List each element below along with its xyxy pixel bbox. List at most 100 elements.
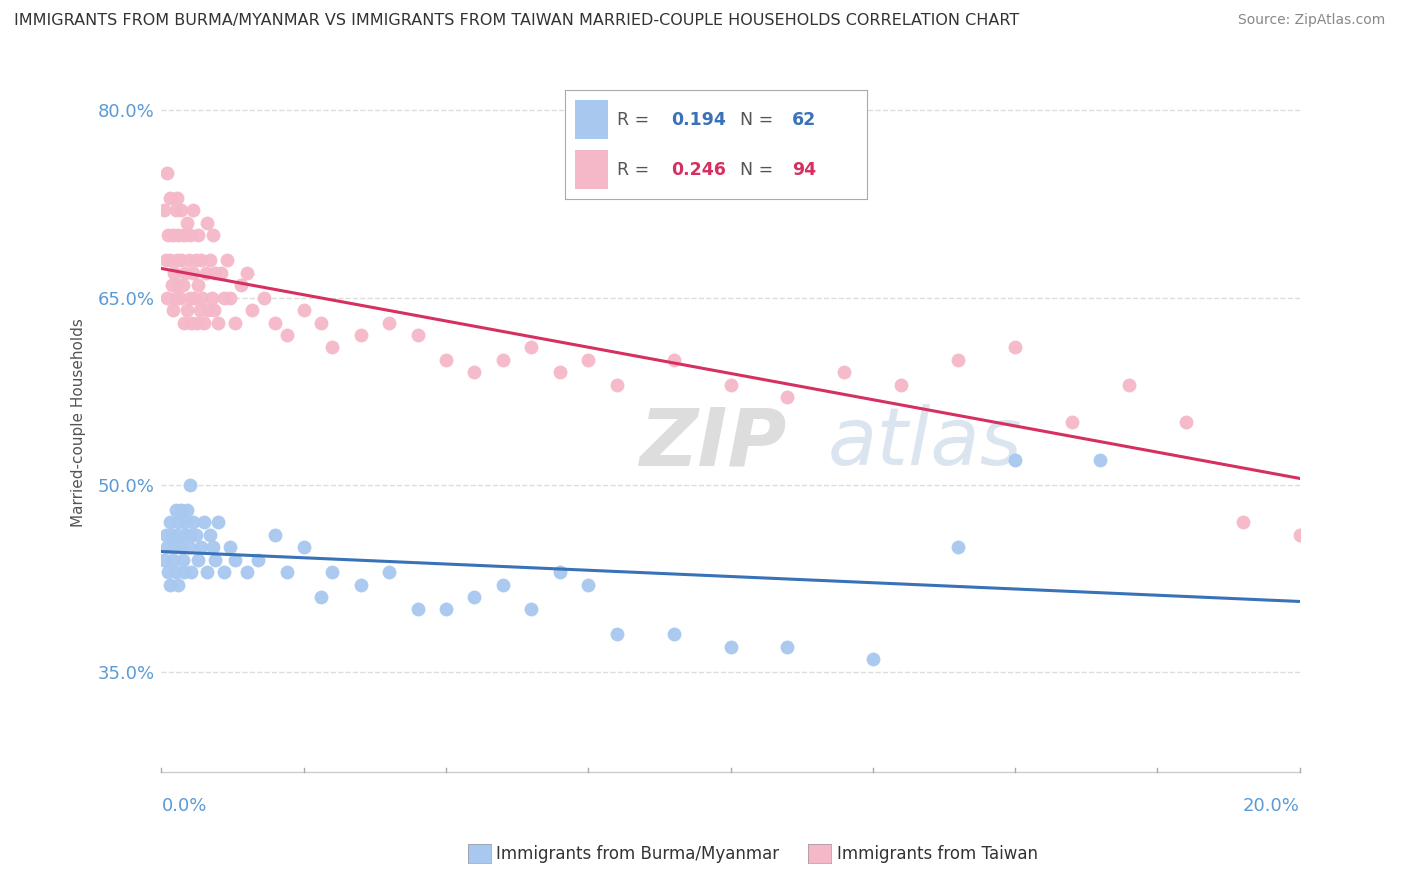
Point <box>520 341 543 355</box>
Point <box>191 291 214 305</box>
Point <box>170 502 193 516</box>
Point <box>167 228 190 243</box>
Point <box>204 552 226 566</box>
Point <box>155 527 177 541</box>
Point <box>170 203 193 218</box>
Point <box>165 565 187 579</box>
Point <box>157 565 180 579</box>
Point <box>172 552 194 566</box>
Point <box>165 291 187 305</box>
Point <box>162 303 184 318</box>
Point <box>209 266 232 280</box>
Point <box>157 228 180 243</box>
Point <box>162 228 184 243</box>
Point <box>378 316 401 330</box>
Point <box>406 328 429 343</box>
Text: ZIP: ZIP <box>640 404 787 483</box>
Point <box>188 303 211 318</box>
Point <box>463 590 485 604</box>
Point <box>160 527 183 541</box>
Point <box>184 253 207 268</box>
Point <box>170 253 193 268</box>
Point <box>181 515 204 529</box>
Point <box>406 602 429 616</box>
Point <box>1060 415 1083 429</box>
Point <box>174 515 197 529</box>
Point <box>200 291 222 305</box>
Point <box>662 627 685 641</box>
Point <box>264 527 287 541</box>
Point <box>167 278 190 293</box>
Point <box>174 266 197 280</box>
Point <box>720 640 742 654</box>
Point <box>720 377 742 392</box>
Point <box>197 303 219 318</box>
Point <box>165 502 187 516</box>
Point <box>309 590 332 604</box>
Point <box>207 515 229 529</box>
Point <box>176 502 198 516</box>
Point <box>276 328 298 343</box>
Point <box>179 477 201 491</box>
Point <box>463 366 485 380</box>
Point <box>1004 341 1026 355</box>
Point <box>177 253 200 268</box>
Point <box>1090 452 1112 467</box>
Point <box>247 552 270 566</box>
Point <box>183 291 205 305</box>
Point <box>321 565 343 579</box>
Point <box>224 316 246 330</box>
Point <box>520 602 543 616</box>
Point <box>1118 377 1140 392</box>
Point <box>276 565 298 579</box>
Point <box>190 540 212 554</box>
Point <box>173 316 195 330</box>
Point <box>349 577 371 591</box>
Point <box>349 328 371 343</box>
Point <box>1004 452 1026 467</box>
Point <box>207 316 229 330</box>
Point <box>193 316 215 330</box>
Point <box>548 366 571 380</box>
Point <box>492 577 515 591</box>
Point <box>163 266 186 280</box>
Point <box>890 377 912 392</box>
Point <box>776 640 799 654</box>
Point <box>176 216 198 230</box>
Point <box>202 303 225 318</box>
Point <box>179 527 201 541</box>
Point <box>198 253 221 268</box>
Point <box>187 278 209 293</box>
Point <box>179 291 201 305</box>
Point <box>834 366 856 380</box>
Point <box>160 278 183 293</box>
Point <box>159 253 181 268</box>
Point <box>159 515 181 529</box>
Point <box>176 303 198 318</box>
Point <box>195 565 218 579</box>
Point <box>156 540 179 554</box>
Point <box>165 203 187 218</box>
Point <box>224 552 246 566</box>
Point <box>198 527 221 541</box>
Point <box>236 565 259 579</box>
Point <box>167 577 190 591</box>
Point <box>169 540 191 554</box>
Point <box>186 316 208 330</box>
Y-axis label: Married-couple Households: Married-couple Households <box>72 318 86 527</box>
Point <box>179 228 201 243</box>
Point <box>576 353 599 368</box>
Point <box>181 203 204 218</box>
Point <box>946 540 969 554</box>
Text: atlas: atlas <box>827 404 1022 483</box>
Point <box>576 577 599 591</box>
Point <box>162 552 184 566</box>
Point <box>434 353 457 368</box>
Point <box>264 316 287 330</box>
Point <box>606 377 628 392</box>
Point <box>190 253 212 268</box>
Point <box>292 303 315 318</box>
Point <box>434 602 457 616</box>
Point <box>492 353 515 368</box>
Point <box>242 303 264 318</box>
